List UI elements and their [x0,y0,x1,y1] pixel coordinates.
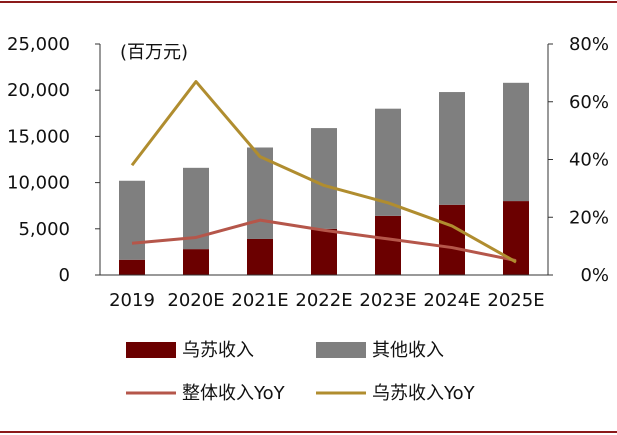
legend-label: 其他收入 [372,340,444,361]
lines [130,80,517,264]
y-right-tick-label: 0% [580,265,609,286]
bar-other-revenue [311,128,337,229]
y-right-tick-label: 40% [569,150,609,171]
y-left-tick-label: 25,000 [7,34,70,55]
bars [119,82,529,275]
bar-wusu-revenue [247,238,273,275]
bar-other-revenue [375,108,401,216]
x-tick-label: 2022E [295,290,352,311]
y-left-tick-label: 10,000 [7,173,70,194]
bar-wusu-revenue [183,249,209,275]
y-left-tick-label: 5,000 [18,219,70,240]
bar-wusu-revenue [119,259,145,275]
y-left-tick-label: 15,000 [7,126,70,147]
bar-other-revenue [439,92,465,205]
y-left-tick-label: 0 [59,265,70,286]
x-tick-label: 2024E [423,290,480,311]
bar-other-revenue [119,180,145,260]
bar-wusu-revenue [311,228,337,275]
legend-label: 乌苏收入YoY [372,383,476,404]
y-right-tick-label: 80% [569,34,609,55]
legend-item: 其他收入 [316,340,444,361]
y-right-tick-label: 20% [569,207,609,228]
x-tick-label: 2023E [359,290,416,311]
legend-item: 乌苏收入YoY [316,383,476,404]
unit-label: (百万元) [120,42,188,63]
legend-item: 整体收入YoY [126,383,286,404]
x-tick-label: 2020E [167,290,224,311]
bar-wusu-revenue [439,204,465,275]
legend-label: 乌苏收入 [182,340,254,361]
legend-item: 乌苏收入 [126,340,254,361]
x-tick-label: 2019 [109,290,155,311]
y-right-tick-label: 60% [569,92,609,113]
bar-wusu-revenue [503,201,529,275]
x-tick-label: 2025E [487,290,544,311]
legend-swatch [316,342,366,358]
legend-swatch [126,342,176,358]
legend-label: 整体收入YoY [182,383,286,404]
y-left-tick-label: 20,000 [7,80,70,101]
bar-wusu-revenue [375,215,401,275]
bar-other-revenue [503,82,529,202]
axes: 0 5,000 10,000 15,000 20,000 25,000 0% 20% 40% 60… [7,34,609,311]
x-tick-label: 2021E [231,290,288,311]
